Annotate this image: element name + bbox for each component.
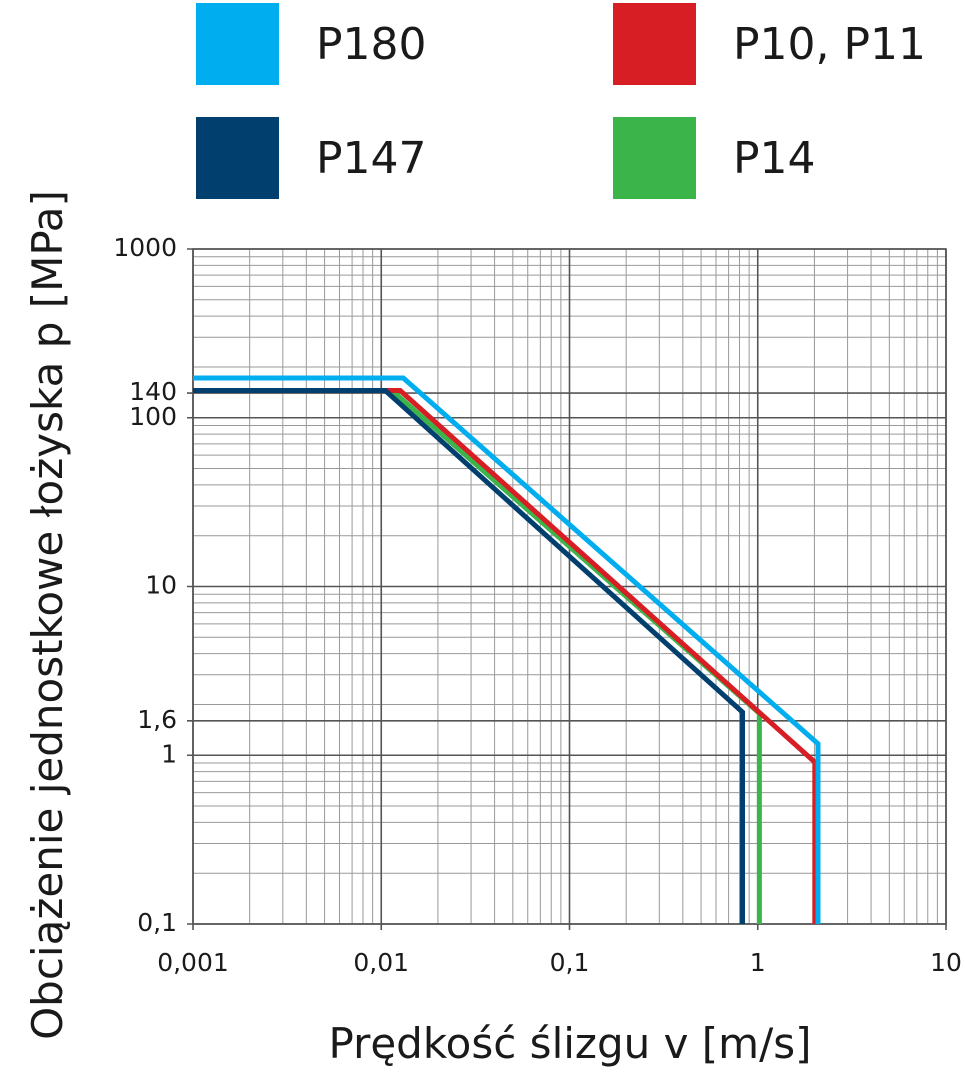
y-tick-label: 100 xyxy=(129,402,177,431)
x-tick-label: 10 xyxy=(930,948,962,977)
y-tick-label: 10 xyxy=(145,571,177,600)
y-tick-label: 140 xyxy=(129,377,177,406)
y-tick-label: 0,1 xyxy=(137,908,177,937)
legend-label: P180 xyxy=(316,19,427,70)
series-line xyxy=(193,388,746,924)
legend-label: P10, P11 xyxy=(733,19,926,70)
plot-frame xyxy=(192,248,947,925)
x-tick-label: 0,1 xyxy=(550,948,590,977)
legend-swatch xyxy=(196,3,279,85)
series-line xyxy=(193,375,821,924)
y-axis-label: Obciążenie jednostkowe łożyska p [MPa] xyxy=(23,190,72,1040)
legend-label: P14 xyxy=(733,133,816,184)
y-tick-label: 1 xyxy=(161,739,177,768)
legend-swatch xyxy=(613,3,696,85)
x-axis-label: Prędkość ślizgu v [m/s] xyxy=(328,1019,811,1068)
legend-swatch xyxy=(196,117,279,199)
x-tick-label: 0,001 xyxy=(157,948,229,977)
x-tick-label: 1 xyxy=(750,948,766,977)
y-tick-label: 1000 xyxy=(113,233,177,262)
legend-swatch xyxy=(613,117,696,199)
y-tick-label: 1,6 xyxy=(137,705,177,734)
x-tick-label: 0,01 xyxy=(353,948,409,977)
legend-label: P147 xyxy=(316,133,427,184)
